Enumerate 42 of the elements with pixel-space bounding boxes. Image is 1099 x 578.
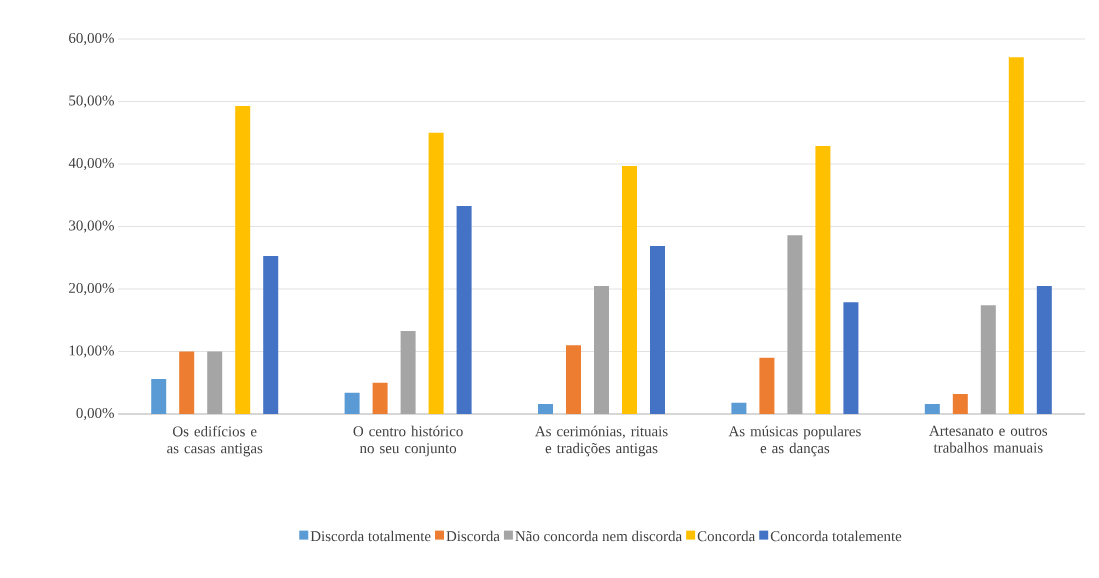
bar: [622, 165, 637, 414]
bar: [235, 105, 251, 414]
bar: [372, 382, 388, 414]
y-tick-label: 0,00%: [76, 407, 114, 421]
bar: [566, 345, 581, 414]
bar: [650, 245, 665, 414]
bar: [815, 145, 831, 414]
x-tick-label: O centro histórico no seu conjunto: [353, 425, 463, 457]
bar: [428, 132, 444, 414]
bar: [151, 379, 167, 414]
bar: [980, 305, 996, 414]
bar: [924, 404, 940, 414]
x-tick-label: Artesanato e outros trabalhos manuais: [929, 425, 1048, 453]
bar: [843, 302, 859, 414]
y-tick-label: 60,00%: [69, 32, 114, 46]
bar: [594, 285, 609, 414]
legend-label: Discorda: [446, 530, 500, 542]
x-tick-label: Os edifícios e as casas antigas: [167, 425, 263, 457]
bar: [400, 330, 416, 414]
y-tick-label: 40,00%: [68, 157, 114, 171]
bar: [952, 394, 968, 414]
legend-label: Não concorda nem discorda: [515, 530, 682, 542]
bar: [759, 357, 775, 414]
bar: [787, 235, 803, 414]
bar: [1008, 57, 1024, 414]
x-tick-label: As músicas populares e as danças: [728, 425, 861, 457]
legend-label: Discorda totalmente: [310, 530, 431, 542]
bar: [263, 255, 279, 414]
bar: [207, 351, 223, 414]
bar: [731, 402, 747, 414]
bar: [456, 205, 472, 414]
bar: [538, 404, 553, 414]
y-tick-label: 50,00%: [69, 95, 114, 108]
x-tick-label: As cerimónias, rituais e tradições antigas: [535, 425, 668, 457]
bar: [1036, 285, 1052, 414]
legend-label: Concorda: [697, 530, 756, 542]
y-tick-label: 20,00%: [69, 282, 114, 296]
y-tick-label: 10,00%: [69, 345, 114, 358]
legend-label: Concorda totalemente: [770, 530, 902, 542]
bar: [344, 392, 360, 414]
y-tick-label: 30,00%: [69, 220, 114, 233]
bar: [179, 351, 195, 414]
